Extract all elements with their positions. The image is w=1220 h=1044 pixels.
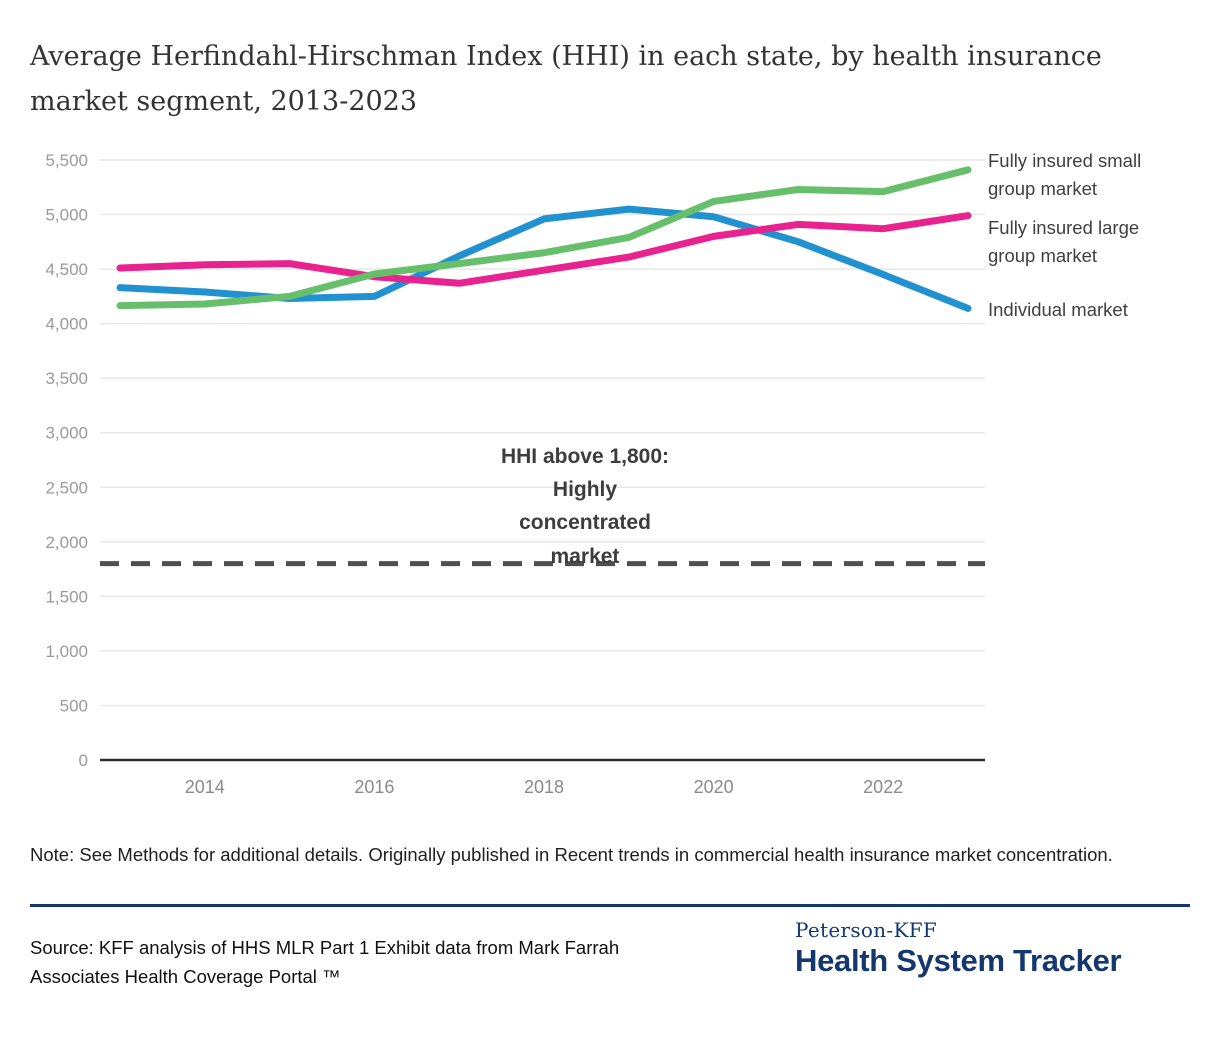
- y-tick-label: 3,000: [45, 424, 88, 443]
- chart-title: Average Herfindahl-Hirschman Index (HHI)…: [30, 41, 1102, 118]
- hhi-line-chart: 0 500 1,000 1,500 2,000 2,500 3,000 3,500 4,000 4…: [45, 151, 985, 797]
- y-tick-label: 5,500: [45, 151, 88, 170]
- y-tick-label: 5,000: [45, 206, 88, 225]
- y-tick-label: 0: [79, 751, 88, 770]
- y-tick-label: 4,000: [45, 315, 88, 334]
- y-tick-label: 2,000: [45, 533, 88, 552]
- y-tick-label: 3,500: [45, 369, 88, 388]
- series-line-2: [116, 166, 972, 310]
- series-line-1: [116, 212, 972, 287]
- y-tick-label: 4,500: [45, 260, 88, 279]
- logo: Peterson-KFF Health System Tracker: [795, 918, 1195, 979]
- x-tick-label: 2016: [354, 777, 394, 797]
- line-label-small-group: Fully insured small group market: [988, 150, 1142, 199]
- line-label-individual: Individual market: [988, 299, 1128, 320]
- note-text: Note: See Methods for additional details…: [30, 844, 1113, 865]
- x-tick-label: 2022: [863, 777, 903, 797]
- y-tick-label: 2,500: [45, 478, 88, 497]
- footer-divider: [30, 904, 1190, 907]
- y-tick-label: 500: [60, 696, 88, 715]
- x-tick-label: 2020: [694, 777, 734, 797]
- threshold-annotation: HHI above 1,800: Highly concentrated mar…: [500, 445, 670, 568]
- source-text: Source: KFF analysis of HHS MLR Part 1 E…: [30, 937, 620, 987]
- y-tick-label: 1,500: [45, 587, 88, 606]
- x-tick-label: 2018: [524, 777, 564, 797]
- logo-peterson-kff: Peterson-KFF: [795, 918, 938, 942]
- line-label-large-group: Fully insured large group market: [988, 217, 1140, 266]
- x-tick-label: 2014: [185, 777, 225, 797]
- y-tick-label: 1,000: [45, 642, 88, 661]
- logo-health-system-tracker: Health System Tracker: [795, 943, 1122, 978]
